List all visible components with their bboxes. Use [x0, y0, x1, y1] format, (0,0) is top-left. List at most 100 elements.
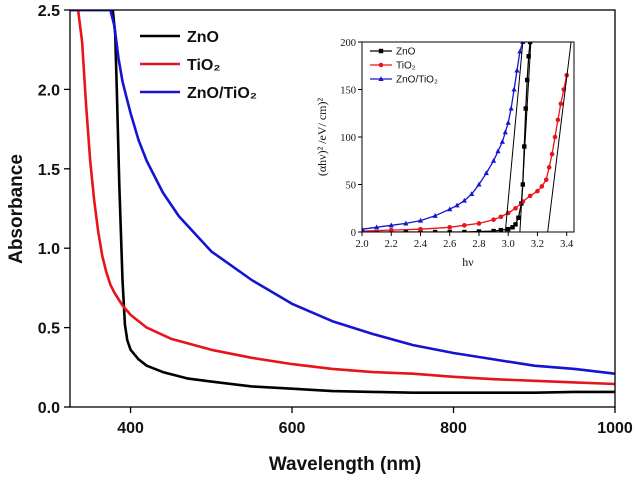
inset-point-zno [525, 77, 530, 83]
main-chart: 400 600 800 1000 0.00.51.01.52.02.5 Wavelen… [6, 3, 633, 475]
inset-point-tio [388, 227, 394, 232]
inset-series-line-zno [362, 42, 531, 232]
inset-chart: 2.0 2.2 2.4 2.6 2.8 3.0 3.2 3.4 0 50 100 150 200 hν… [315, 38, 575, 269]
inset-x-tick-label: 2.2 [385, 239, 398, 250]
inset-point-zno [523, 106, 528, 111]
inset-x-tick-label: 3.0 [502, 239, 515, 250]
inset-point-zno-tio [388, 222, 394, 228]
main-series-group [70, 10, 615, 395]
inset-point-zno-tio [432, 213, 438, 218]
inset-point-zno [522, 144, 527, 149]
main-legend-label-zno-tio: ZnO/TiO₂ [187, 85, 257, 102]
inset-point-zno-tio [483, 170, 489, 176]
inset-point-zno [527, 42, 533, 45]
inset-y-tick-label: 200 [340, 38, 356, 49]
inset-point-zno-tio [374, 224, 380, 230]
main-legend-label-tio: TiO₂ [187, 57, 220, 74]
main-y-axis-title: Absorbance [6, 154, 27, 264]
inset-point-zno-tio [454, 202, 460, 208]
inset-legend: ZnO TiO₂ ZnO/TiO₂ [370, 47, 438, 86]
inset-point-zno [506, 226, 511, 232]
inset-point-tio [546, 165, 552, 170]
inset-fit-line-zno-tio [504, 42, 524, 232]
main-legend-label-zno: ZnO [187, 29, 219, 46]
inset-point-zno-tio [514, 67, 520, 73]
inset-point-tio [549, 151, 555, 157]
inset-point-zno [510, 225, 515, 230]
inset-point-zno [403, 229, 409, 232]
inset-legend-marker-tio [378, 62, 384, 68]
main-y-tick-label: 2.0 [38, 82, 60, 99]
inset-y-tick-label: 50 [346, 181, 357, 192]
inset-point-zno [513, 222, 518, 227]
inset-point-zno [432, 229, 438, 232]
inset-fit-line-zno [519, 42, 532, 232]
inset-point-zno-tio [362, 226, 365, 232]
inset-fit-line-tio [547, 42, 572, 232]
inset-legend-marker-zno-tio [378, 76, 384, 81]
inset-x-tick-label: 2.4 [414, 239, 428, 250]
inset-point-zno [516, 215, 521, 220]
inset-x-axis-title: hν [462, 255, 474, 269]
inset-point-zno [476, 229, 482, 232]
inset-point-zno [447, 229, 452, 232]
inset-point-tio [527, 193, 533, 199]
inset-point-zno-tio [511, 86, 517, 92]
inset-point-tio [539, 184, 545, 189]
inset-point-tio [543, 177, 549, 183]
inset-point-zno-tio [499, 138, 505, 144]
main-x-tick-label: 800 [440, 420, 467, 437]
main-y-tick-label: 2.5 [38, 3, 60, 20]
main-y-tick-label: 1.0 [38, 241, 60, 258]
inset-y-tick-label: 100 [340, 133, 356, 144]
inset-point-zno-tio [495, 148, 501, 154]
inset-legend-label-zno-tio: ZnO/TiO₂ [396, 75, 438, 86]
inset-point-tio [476, 221, 482, 226]
inset-point-zno-tio [476, 181, 482, 187]
inset-point-zno-tio [417, 217, 424, 223]
inset-y-tick-label: 150 [340, 86, 356, 97]
inset-x-tick-label: 3.4 [560, 239, 574, 250]
inset-point-tio [498, 214, 504, 220]
inset-x-ticks: 2.0 2.2 2.4 2.6 2.8 3.0 3.2 3.4 [355, 232, 574, 250]
inset-point-zno [462, 229, 467, 232]
inset-point-tio [462, 223, 467, 228]
main-y-tick-label: 0.0 [38, 400, 60, 417]
inset-point-zno-tio [490, 157, 497, 163]
inset-point-zno-tio [403, 220, 409, 226]
main-series-line-zno-tio [70, 10, 615, 376]
main-y-ticks: 0.0 0.5 1.0 1.5 2.0 2.5 [38, 3, 70, 417]
inset-point-tio [558, 101, 564, 107]
inset-point-zno-tio [517, 48, 523, 54]
main-x-axis-title: Wavelength (nm) [269, 454, 421, 475]
inset-point-zno-tio [508, 105, 514, 111]
main-series-line-tio [70, 10, 615, 386]
main-series-line-zno [70, 10, 615, 395]
main-x-ticks: 400 600 800 1000 [117, 407, 633, 437]
inset-x-tick-label: 2.0 [355, 239, 368, 250]
inset-point-zno-tio [461, 197, 467, 203]
inset-y-tick-label: 0 [351, 228, 356, 239]
inset-point-zno-tio [469, 191, 475, 196]
inset-point-tio [513, 205, 518, 211]
inset-legend-label-zno: ZnO [396, 47, 416, 58]
main-plot-frame [69, 9, 616, 408]
inset-point-tio [418, 226, 423, 232]
inset-legend-label-tio: TiO₂ [396, 61, 416, 72]
inset-background [362, 42, 574, 232]
inset-x-tick-label: 3.2 [531, 239, 544, 250]
inset-point-tio [555, 117, 561, 123]
inset-point-zno-tio [505, 119, 511, 125]
main-x-tick-label: 1000 [597, 420, 633, 437]
inset-point-zno-tio [502, 129, 508, 135]
main-x-tick-label: 400 [117, 420, 144, 437]
inset-legend-marker-zno [378, 48, 384, 54]
inset-x-tick-label: 2.8 [472, 239, 485, 250]
inset-point-zno [491, 228, 496, 232]
main-y-tick-label: 0.5 [38, 321, 60, 338]
inset-fit-lines [504, 42, 572, 232]
inset-point-zno-tio [447, 206, 453, 212]
inset-point-tio [491, 217, 496, 222]
inset-point-tio [535, 188, 540, 194]
